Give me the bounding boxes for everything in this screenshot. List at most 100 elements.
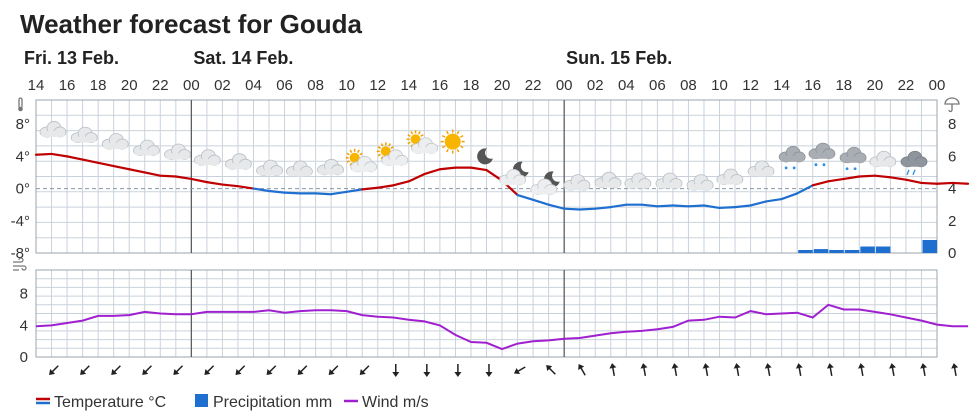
temperature-segment <box>532 198 550 206</box>
temperature-segment <box>205 181 224 186</box>
hour-label: 14 <box>400 77 417 94</box>
precipitation-y-ticks: 8 6 4 2 0 <box>948 116 956 262</box>
wind-arrow <box>328 365 339 375</box>
precipitation-bar <box>813 249 829 253</box>
hour-label: 20 <box>494 77 511 94</box>
hour-label: 02 <box>214 77 231 94</box>
hour-label: 10 <box>711 77 728 94</box>
temperature-segment <box>609 203 628 209</box>
cloud-icon <box>225 153 252 170</box>
cloud-icon <box>655 172 683 189</box>
precipitation-tick-label: 6 <box>948 148 956 165</box>
temperature-segment <box>392 180 410 187</box>
precipitation-bar <box>798 250 813 253</box>
temperature-segment <box>97 161 115 168</box>
temperature-segment <box>842 175 861 181</box>
temperature-segment <box>81 158 100 164</box>
wind-line <box>35 303 969 351</box>
temperature-segment <box>811 180 830 187</box>
precipitation-tick-label: 8 <box>948 116 956 133</box>
hour-label: 08 <box>680 77 697 94</box>
wind-icon <box>13 257 27 271</box>
temperature-segment <box>221 183 240 188</box>
hour-label: 20 <box>121 77 138 94</box>
temperature-segment <box>687 204 706 208</box>
sun-icon <box>440 129 465 154</box>
temperature-segment <box>174 175 193 181</box>
temperature-tick-label: -4° <box>11 213 30 230</box>
legend-label: Wind m/s <box>362 394 429 411</box>
hour-label: 06 <box>649 77 666 94</box>
temperature-segment <box>330 190 348 196</box>
temperature-segment <box>50 152 69 158</box>
hour-label: 00 <box>183 77 200 94</box>
temperature-segment <box>780 192 799 201</box>
sun-cloud-icon <box>376 142 409 166</box>
temperature-segment <box>718 206 737 210</box>
temperature-segment <box>951 181 970 185</box>
wind-arrow <box>857 363 865 377</box>
hour-label: 22 <box>152 77 169 94</box>
umbrella-icon <box>944 97 960 113</box>
snow-cloud-icon <box>778 146 806 170</box>
temperature-segment <box>671 204 690 208</box>
cloud-icon <box>624 172 652 189</box>
cloud-icon <box>317 158 344 176</box>
temperature-segment <box>935 181 954 185</box>
precipitation-tick-label: 4 <box>948 181 956 198</box>
moon-icon <box>477 148 493 165</box>
plot-frame <box>35 269 938 358</box>
cloud-icon <box>594 171 622 189</box>
hour-label: 00 <box>556 77 573 94</box>
hour-label: 16 <box>804 77 821 94</box>
cloud-icon <box>563 174 591 191</box>
day-label: Fri. 13 Feb. <box>24 48 119 68</box>
cloud-icon <box>869 150 897 168</box>
wind-arrow <box>173 365 184 375</box>
temperature-tick-label: 0° <box>16 181 30 198</box>
wind-arrow <box>702 363 710 377</box>
wind-tick-label: 8 <box>20 286 28 303</box>
wind-arrow <box>485 364 493 377</box>
wind-arrow <box>454 364 462 377</box>
cloud-icon <box>39 121 67 138</box>
temperature-segment <box>314 192 333 196</box>
wind-tick-label: 0 <box>20 349 28 366</box>
hour-label: 00 <box>929 77 946 94</box>
hour-label: 22 <box>898 77 915 94</box>
temperature-segment <box>407 172 426 183</box>
temperature-segment <box>858 174 876 178</box>
hour-label: 06 <box>276 77 293 94</box>
precipitation-bar <box>860 246 875 253</box>
temperature-segment <box>765 197 783 203</box>
wind-arrow <box>546 365 556 375</box>
plot-frame <box>35 99 938 254</box>
wind-arrow <box>235 365 246 375</box>
legend-item: Precipitation mm <box>195 394 332 411</box>
temperature-segment <box>547 203 566 210</box>
wind-arrow <box>142 365 152 375</box>
temperature-segment <box>749 200 768 207</box>
hour-label: 04 <box>245 77 262 94</box>
temperature-tick-label: 4° <box>16 148 30 165</box>
temperature-tick-label: -8° <box>11 245 30 262</box>
legend-label: Precipitation mm <box>213 394 332 411</box>
thermometer-icon <box>18 97 23 112</box>
temperature-y-ticks: 8° 4° 0° -4° -8° <box>11 116 30 262</box>
rain-cloud-icon <box>900 150 928 175</box>
hour-label: 12 <box>369 77 386 94</box>
legend-label: Temperature °C <box>54 394 166 411</box>
temperature-segment <box>889 176 908 181</box>
wind-arrow <box>795 363 803 377</box>
temperature-segment <box>34 152 53 156</box>
precipitation-bar <box>875 246 891 253</box>
day-label: Sun. 15 Feb. <box>566 48 672 68</box>
wind-arrow <box>204 365 215 375</box>
hour-label: 20 <box>867 77 884 94</box>
cloud-icon <box>101 133 129 150</box>
temperature-segment <box>236 185 255 190</box>
precipitation-bar <box>829 250 844 253</box>
day-label: Sat. 14 Feb. <box>193 48 293 68</box>
wind-arrow <box>392 364 400 377</box>
hour-label: 22 <box>525 77 542 94</box>
